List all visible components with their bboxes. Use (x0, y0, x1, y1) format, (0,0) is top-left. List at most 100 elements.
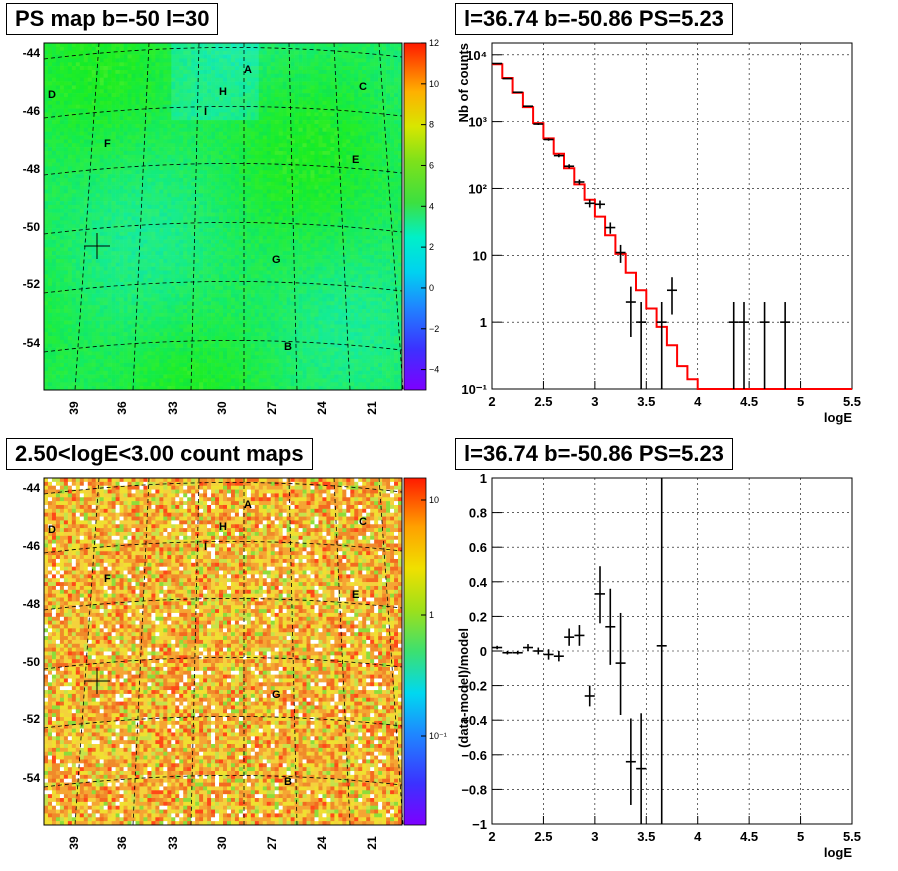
colorbar-tick-label: 12 (429, 38, 439, 48)
colorbar-tick-label: 8 (429, 120, 434, 130)
y-tick-label: 10⁴ (466, 48, 487, 63)
x-tick-label: 21 (365, 401, 379, 415)
x-tick-label: 4 (694, 829, 702, 844)
data-point (595, 200, 605, 209)
latitude-line (43, 340, 403, 353)
data-point (553, 154, 564, 158)
y-tick-label: -50 (23, 220, 41, 234)
graticule (43, 477, 404, 826)
y-axis-label: (data-model)/model (456, 628, 471, 748)
source-label: A (244, 64, 252, 76)
source-label: F (104, 138, 111, 150)
graticule (43, 42, 404, 391)
longitude-line (74, 42, 100, 391)
x-tick-label: 4 (694, 394, 702, 409)
plot-frame (491, 42, 853, 390)
data-point (728, 302, 739, 389)
residual-plot: 2 2.5 3 3.5 4 4.5 5 5.5 −1 −0.8 −0.6 −0.4 −0.2 0 0.2 0.… (456, 471, 861, 860)
latitude-line (43, 281, 403, 294)
y-tick-label: -48 (23, 597, 41, 611)
y-tick-label: 10 (473, 248, 487, 263)
data-point (584, 199, 595, 208)
colorbar-tick-label: 10 (429, 79, 439, 89)
longitude-line (288, 477, 298, 826)
source-label: I (204, 541, 207, 553)
colorbar-tick-label: 10 (429, 495, 439, 505)
latitude-line (43, 598, 403, 611)
data-point (502, 77, 513, 80)
source-label: A (244, 499, 252, 511)
y-tick-label: 10³ (468, 115, 487, 130)
data-point (605, 222, 616, 234)
longitude-line (190, 42, 200, 391)
y-tick-label: −0.4 (461, 713, 487, 728)
latitude-line (43, 716, 403, 729)
x-tick-label: 5 (797, 394, 804, 409)
x-tick-label: 30 (215, 401, 229, 415)
x-tick-label: 36 (115, 836, 129, 850)
x-tick-label: 5.5 (843, 829, 861, 844)
colorbar-tick-label: −4 (429, 365, 439, 375)
data-point (636, 713, 647, 824)
data-point (625, 718, 636, 805)
x-tick-label: 24 (315, 836, 329, 850)
data-point (574, 625, 585, 646)
x-axis-label: logE (824, 845, 852, 860)
x-tick-label: 39 (67, 836, 81, 850)
data-point (739, 302, 749, 389)
colorbar-tick-label: 0 (429, 283, 434, 293)
count-map-title: 2.50<logE<3.00 count maps (6, 438, 313, 470)
longitude-line (333, 477, 351, 826)
longitude-line (190, 477, 200, 826)
y-tick-label: -48 (23, 162, 41, 176)
longitude-line (378, 477, 404, 826)
y-tick-label: -44 (23, 481, 41, 495)
source-label: I (204, 106, 207, 118)
y-tick-label: −0.6 (461, 748, 487, 763)
data-point (523, 644, 533, 651)
x-tick-label: 2.5 (534, 829, 552, 844)
y-tick-label: −0.8 (461, 782, 487, 797)
heatmap-cells (44, 478, 403, 826)
y-tick-label: 0 (480, 644, 487, 659)
x-tick-label: 24 (315, 401, 329, 415)
y-tick-label: 0.8 (469, 506, 487, 521)
data-point (759, 302, 770, 389)
latitude-line (43, 541, 403, 554)
x-tick-label: 27 (265, 401, 279, 415)
x-tick-label: 39 (67, 401, 81, 415)
data-point (656, 302, 667, 389)
data-point (595, 566, 605, 624)
x-tick-label: 2 (488, 394, 495, 409)
x-tick-label: 21 (365, 836, 379, 850)
x-tick-label: 4.5 (740, 829, 758, 844)
source-label: G (272, 689, 281, 701)
data-point (492, 62, 503, 65)
y-tick-label: -46 (23, 104, 41, 118)
source-label: B (284, 341, 292, 353)
source-label: D (48, 524, 56, 536)
source-label: B (284, 776, 292, 788)
latitude-line (43, 775, 403, 788)
data-point (636, 302, 647, 389)
y-tick-label: −1 (472, 817, 487, 832)
y-tick-label: -46 (23, 539, 41, 553)
colorbar-tick-label: 6 (429, 160, 434, 170)
data-point (564, 164, 575, 169)
data-point (615, 612, 626, 716)
y-tick-label: 10² (468, 181, 487, 196)
x-axis-label: logE (824, 410, 852, 425)
colorbar-tick-label: 4 (429, 201, 434, 211)
data-point (667, 277, 677, 315)
data-point (533, 647, 544, 655)
data-point (502, 651, 513, 655)
y-tick-label: -54 (23, 336, 41, 350)
data-point (656, 478, 667, 824)
data-point (625, 286, 636, 337)
y-tick-label: 0.2 (469, 609, 487, 624)
y-tick-label: −0.2 (461, 679, 487, 694)
data-point (543, 649, 554, 660)
longitude-line (74, 477, 100, 826)
colorbar-tick-label: 10⁻¹ (429, 731, 447, 741)
